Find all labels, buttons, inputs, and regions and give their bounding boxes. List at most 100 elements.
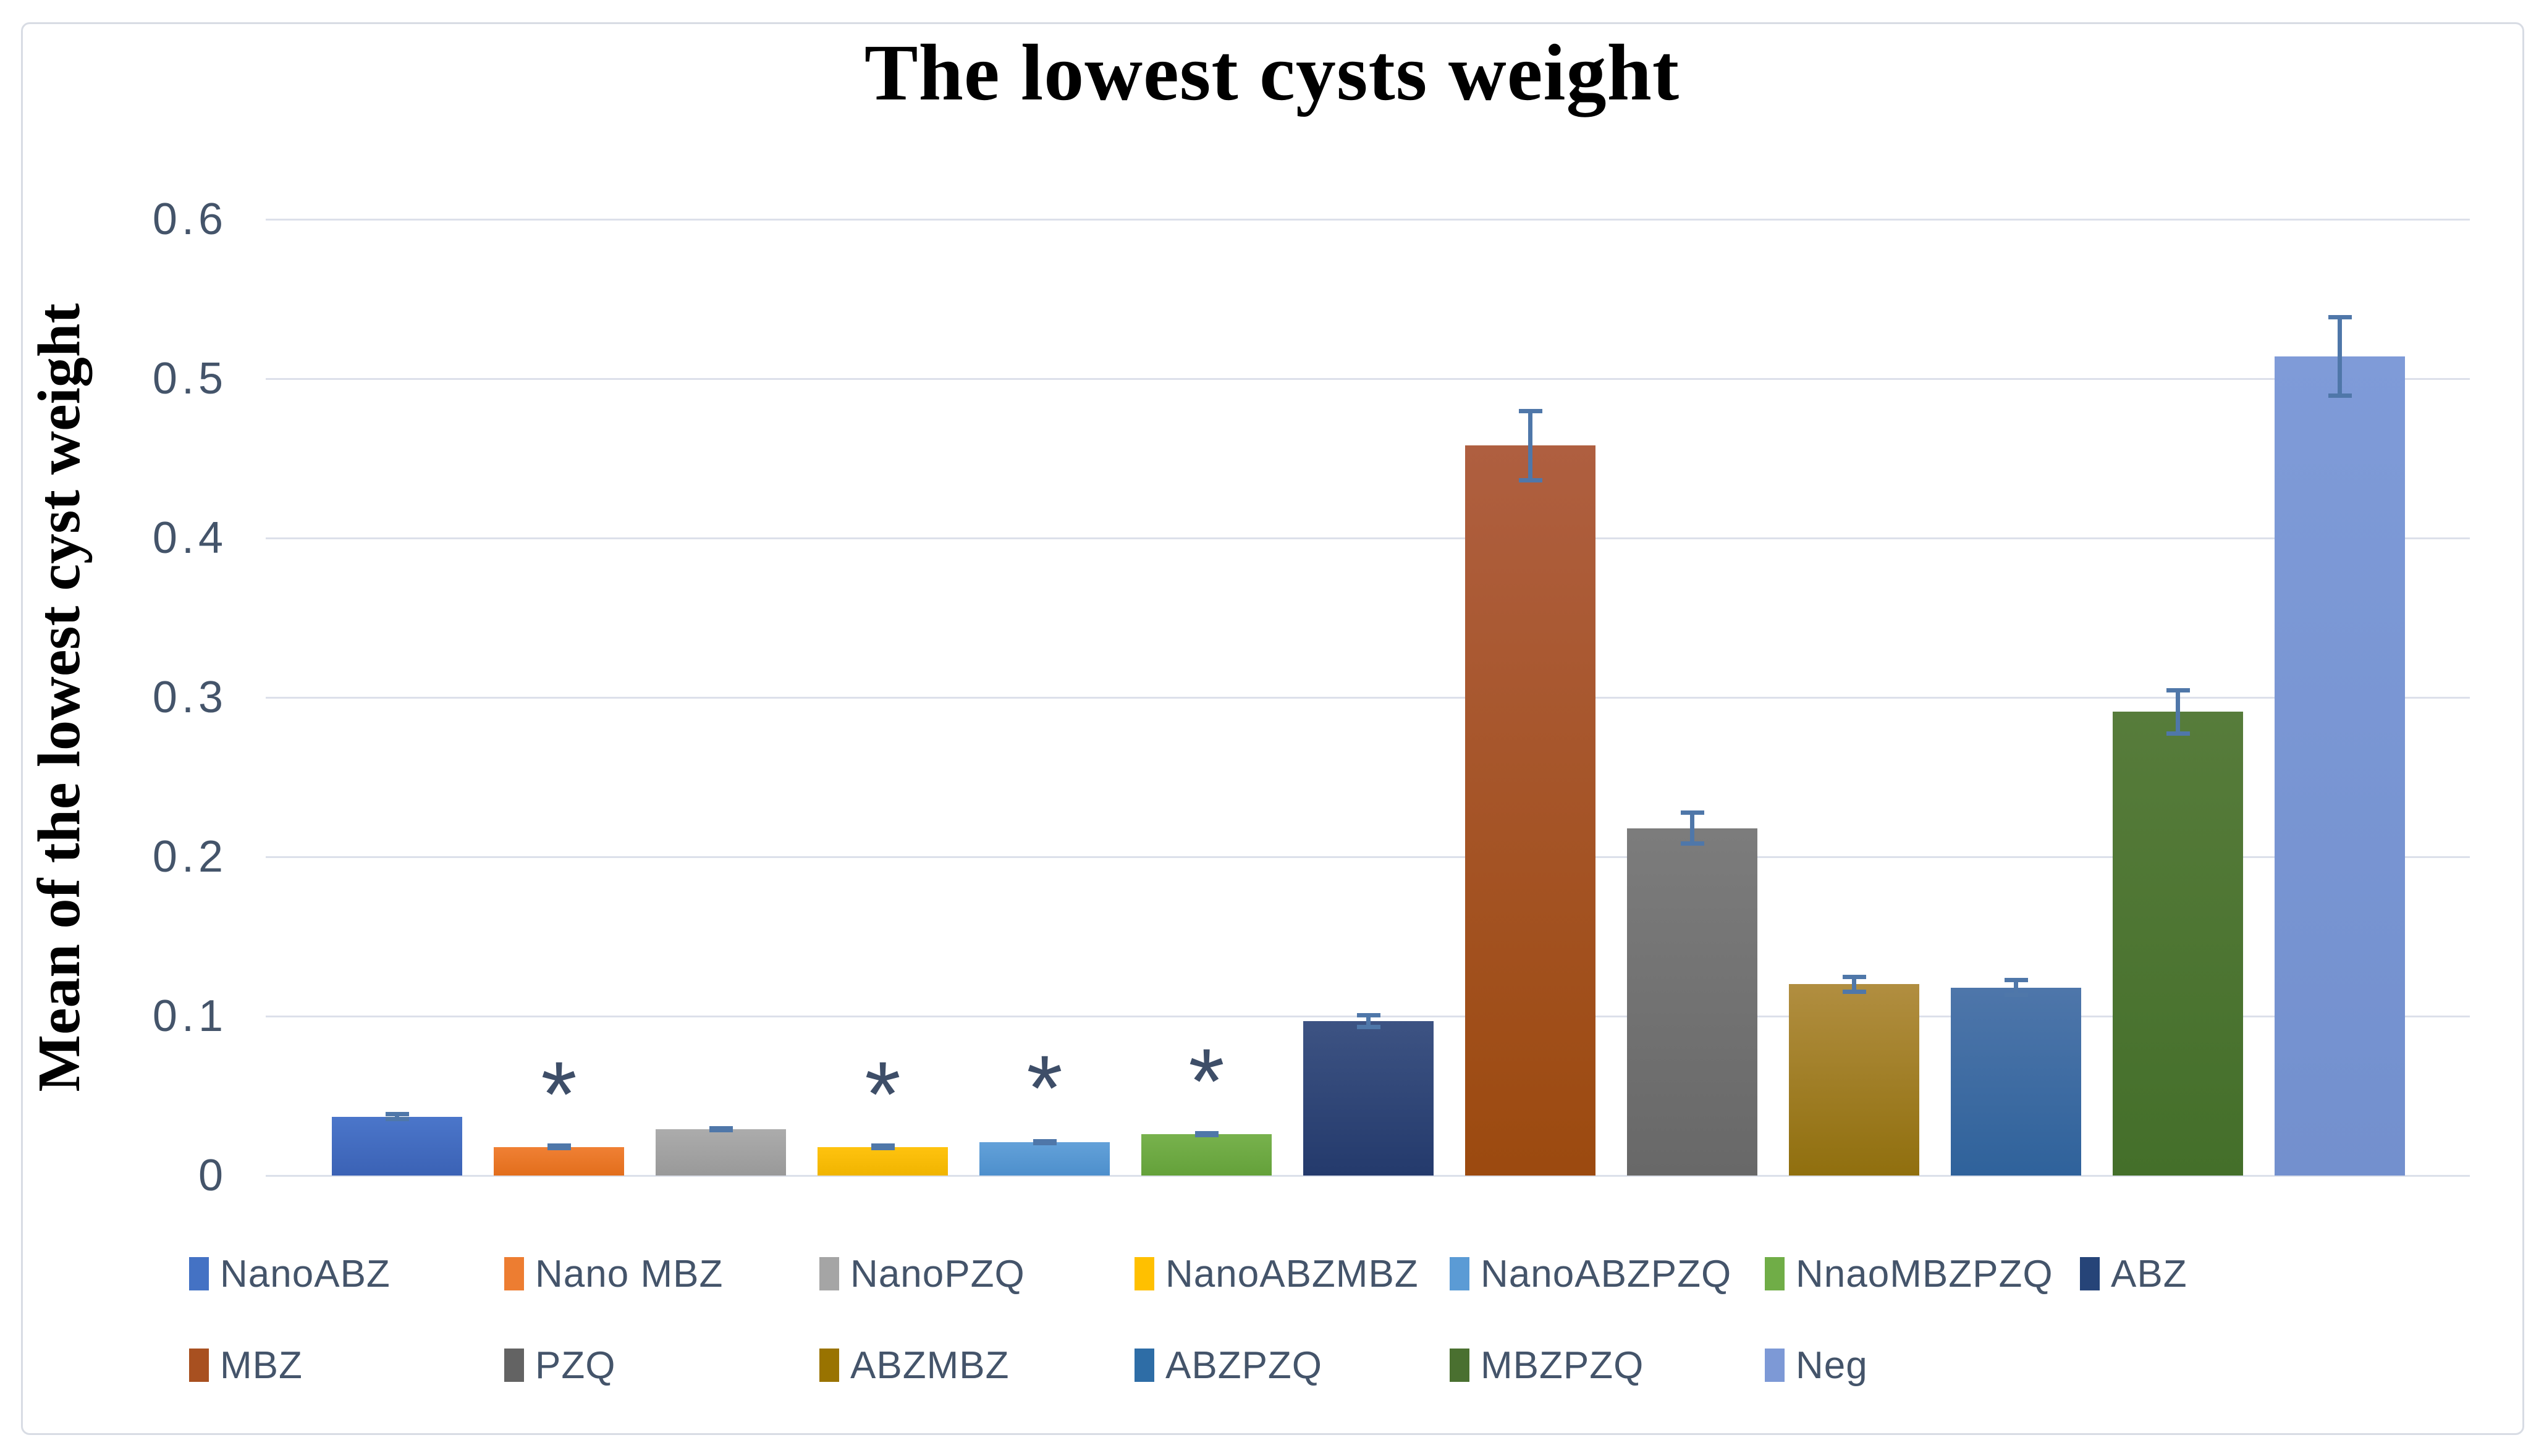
significance-asterisk: * [864, 1042, 901, 1147]
error-bar [1194, 1130, 1219, 1138]
error-bar [547, 1143, 571, 1150]
error-bar-bottom-cap [1033, 1140, 1057, 1145]
bar-mbz [1465, 445, 1595, 1176]
legend-label: PZQ [535, 1344, 616, 1387]
error-bar-bottom-cap [2004, 993, 2028, 998]
legend-item-mbzpzq: MBZPZQ [1450, 1344, 1644, 1387]
error-bar [1842, 974, 1866, 994]
y-tick-label: 0.5 [152, 354, 227, 403]
bar-nanoabzpzq [979, 1142, 1110, 1176]
legend-item-nanoabz: NanoABZ [189, 1253, 391, 1295]
error-bar-stem [2176, 688, 2180, 736]
legend-swatch [819, 1349, 839, 1382]
legend-label: NanoABZPZQ [1481, 1252, 1732, 1295]
error-bar [1356, 1012, 1380, 1029]
legend-label: ABZMBZ [850, 1344, 1010, 1387]
legend-label: NanoPZQ [850, 1252, 1025, 1295]
legend-item-nanoabzmbz: NanoABZMBZ [1135, 1253, 1419, 1295]
legend-label: Nano MBZ [535, 1252, 724, 1295]
legend-item-nanopzq: NanoPZQ [819, 1253, 1025, 1295]
error-bar-bottom-cap [1194, 1133, 1219, 1138]
error-bar [2328, 314, 2352, 398]
legend-swatch [1135, 1257, 1154, 1290]
y-tick-label: 0.4 [152, 513, 227, 563]
gridline [266, 1175, 2470, 1177]
error-bar [2004, 978, 2028, 998]
error-bar-bottom-cap [385, 1117, 409, 1122]
error-bar-bottom-cap [2328, 393, 2352, 398]
legend-label: MBZ [220, 1344, 303, 1387]
bar-mbzpzq [2113, 712, 2243, 1176]
bar-nano-mbz [494, 1147, 624, 1176]
legend-swatch [189, 1257, 209, 1290]
bar-abzmbz [1789, 984, 1919, 1176]
error-bar [2166, 688, 2190, 736]
error-bar-stem [1366, 1012, 1371, 1029]
error-bar-stem [2014, 978, 2018, 998]
bar-nanoabz [332, 1116, 462, 1176]
significance-asterisk: * [1026, 1035, 1063, 1140]
legend-swatch [504, 1349, 524, 1382]
bar-abz [1303, 1020, 1434, 1176]
chart-title: The lowest cysts weight [864, 28, 1680, 117]
legend-item-neg: Neg [1765, 1344, 1868, 1387]
legend-label: NanoABZ [220, 1252, 391, 1295]
legend-label: MBZPZQ [1481, 1344, 1644, 1387]
error-bar-bottom-cap [1842, 989, 1866, 994]
y-tick-label: 0.1 [152, 991, 227, 1041]
legend-item-pzq: PZQ [504, 1344, 616, 1387]
chart-border-frame [21, 22, 2524, 1435]
legend-item-abzpzq: ABZPZQ [1135, 1344, 1323, 1387]
legend-swatch [819, 1257, 839, 1290]
legend-item-nanoabzpzq: NanoABZPZQ [1450, 1253, 1731, 1295]
legend-item-nnaombzpzq: NnaoMBZPZQ [1765, 1253, 2053, 1295]
error-bar [1518, 409, 1542, 482]
error-bar-bottom-cap [1356, 1024, 1380, 1029]
error-bar [709, 1126, 733, 1133]
error-bar-bottom-cap [1680, 841, 1704, 846]
legend-label: Neg [1796, 1344, 1868, 1387]
legend-item-nano-mbz: Nano MBZ [504, 1253, 723, 1295]
legend-swatch [1450, 1257, 1469, 1290]
legend-swatch [2080, 1257, 2100, 1290]
legend-swatch [1765, 1349, 1785, 1382]
error-bar [871, 1143, 895, 1150]
error-bar-stem [395, 1111, 399, 1122]
error-bar [1033, 1138, 1057, 1145]
error-bar-bottom-cap [871, 1145, 895, 1150]
legend-label: NnaoMBZPZQ [1796, 1252, 2053, 1295]
legend-item-mbz: MBZ [189, 1344, 303, 1387]
legend-swatch [1765, 1257, 1785, 1290]
error-bar-stem [1852, 974, 1856, 994]
y-tick-label: 0.6 [152, 195, 227, 244]
error-bar-stem [2338, 314, 2342, 398]
error-bar-bottom-cap [547, 1145, 571, 1150]
error-bar [385, 1111, 409, 1122]
legend-swatch [1135, 1349, 1154, 1382]
gridline [266, 856, 2470, 858]
error-bar [1680, 810, 1704, 846]
error-bar-bottom-cap [709, 1128, 733, 1133]
error-bar-stem [1528, 409, 1532, 482]
y-tick-label: 0.3 [152, 673, 227, 722]
y-tick-label: 0.2 [152, 832, 227, 882]
legend-label: ABZPZQ [1165, 1344, 1323, 1387]
legend-swatch [189, 1349, 209, 1382]
legend-swatch [504, 1257, 524, 1290]
bar-abzpzq [1951, 987, 2081, 1176]
error-bar-bottom-cap [1518, 478, 1542, 482]
bar-neg [2275, 356, 2405, 1176]
gridline [266, 537, 2470, 539]
gridline [266, 219, 2470, 221]
legend-swatch [1450, 1349, 1469, 1382]
gridline [266, 378, 2470, 380]
bar-nanoabzmbz [818, 1147, 948, 1176]
bar-nanopzq [656, 1129, 786, 1176]
y-tick-label: 0 [198, 1151, 227, 1200]
legend-item-abzmbz: ABZMBZ [819, 1344, 1010, 1387]
bar-nnaombzpzq [1141, 1134, 1272, 1176]
error-bar-bottom-cap [2166, 731, 2190, 736]
legend-label: NanoABZMBZ [1165, 1252, 1419, 1295]
legend-label: ABZ [2111, 1252, 2187, 1295]
significance-asterisk: * [1188, 1029, 1225, 1134]
